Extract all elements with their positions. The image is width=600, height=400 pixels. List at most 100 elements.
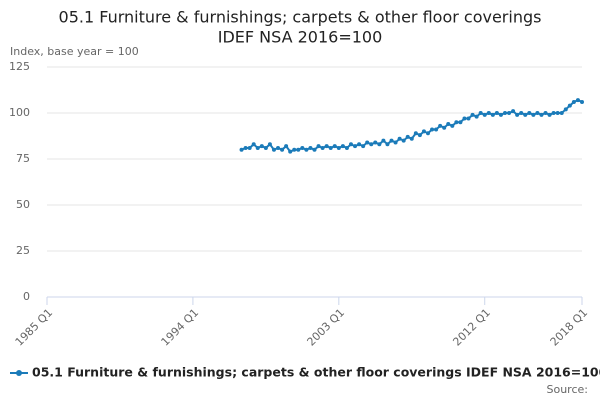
data-point [292,147,297,152]
y-tick-label: 100 [9,106,30,119]
data-point [523,112,528,117]
source: Source: [547,383,589,396]
data-point [511,109,516,114]
legend-label: 05.1 Furniture & furnishings; carpets & … [32,365,600,380]
data-point [494,111,499,115]
data-point [442,125,447,130]
data-point [369,142,374,147]
data-point [381,138,386,143]
y-tick-label: 50 [16,198,30,211]
y-tick-label: 0 [23,290,30,303]
data-point [462,116,467,121]
data-point [535,111,540,115]
data-point [259,144,264,149]
data-point [490,112,495,117]
data-point [458,120,463,125]
data-point [507,111,512,115]
data-point [430,127,435,132]
x-tick-label: 1994 Q1 [159,306,202,349]
data-point [353,144,358,149]
data-point [316,144,321,149]
data-point [474,114,479,119]
data-point [555,111,560,115]
legend-marker [16,370,22,376]
y-tick-label: 75 [16,152,30,165]
data-point [328,145,333,150]
data-point [551,111,556,115]
data-point [482,112,487,117]
x-tick-label: 2012 Q1 [450,306,493,349]
data-point [575,98,580,103]
data-point [284,144,289,149]
data-point [357,142,362,147]
data-point [571,99,576,104]
data-point [393,140,398,145]
data-point [324,144,329,149]
data-point [373,140,378,145]
data-point [304,147,309,152]
data-point [340,144,345,149]
data-point [336,145,341,150]
data-point [498,112,503,117]
data-point [267,142,272,147]
data-point [389,138,394,143]
y-tick-label: 25 [16,244,30,257]
data-point [519,111,524,115]
data-point [332,144,337,149]
data-point [531,112,536,117]
data-point [409,136,414,141]
data-point [312,147,317,152]
data-point [397,136,402,141]
data-point [434,127,439,132]
x-tick-label: 2018 Q1 [548,306,591,349]
data-point [251,142,256,147]
data-point [563,107,568,112]
data-point [580,99,584,104]
data-point [361,144,366,149]
data-point [539,112,544,117]
data-point [280,147,285,152]
x-tick-label: 2003 Q1 [305,306,348,349]
data-point [450,123,455,128]
data-point [271,147,276,152]
chart-title: IDEF NSA 2016=100 [218,28,383,47]
data-point [478,111,483,115]
data-point [405,134,410,139]
data-point [385,142,390,147]
data-point [296,147,301,152]
x-tick-label: 1985 Q1 [13,306,56,349]
data-point [466,116,471,121]
data-line [241,99,583,153]
data-point [344,145,349,150]
data-point [288,149,293,154]
data-point [239,147,244,152]
data-point [470,112,475,117]
y-tick-label: 125 [9,60,30,73]
data-point [502,111,507,115]
data-point [438,123,443,128]
data-point [454,120,459,125]
data-point [276,145,281,150]
data-point [263,145,268,150]
data-point [320,145,325,150]
data-point [348,142,353,147]
data-point [300,145,305,150]
data-point [365,140,370,145]
data-point [446,122,451,127]
data-point [421,129,426,134]
data-point [543,111,548,115]
data-point [401,138,406,143]
data-point [425,131,430,136]
data-point [417,133,422,138]
data-point [308,145,313,150]
data-point [515,112,520,117]
data-point [486,111,491,115]
data-point [413,131,418,136]
data-point [547,112,552,117]
data-point [255,145,260,150]
data-point [247,145,252,150]
data-point [377,142,382,147]
data-point [527,111,532,115]
chart-title: 05.1 Furniture & furnishings; carpets & … [59,8,542,27]
